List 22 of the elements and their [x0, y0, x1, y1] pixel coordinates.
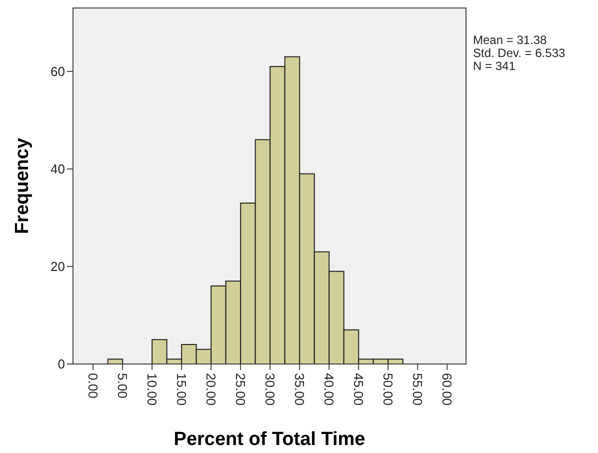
- y-tick-label: 40: [50, 161, 65, 176]
- x-tick-label: 50.00: [380, 373, 396, 406]
- x-axis-title: Percent of Total Time: [174, 429, 366, 450]
- y-axis-title: Frequency: [12, 138, 33, 234]
- y-tick-label: 20: [50, 259, 65, 274]
- x-tick-label: 45.00: [351, 373, 366, 406]
- x-tick-label: 5.00: [115, 373, 130, 398]
- y-tick-label: 0: [58, 356, 65, 372]
- x-tick-label: 40.00: [322, 373, 337, 406]
- x-tick-label: 30.00: [262, 373, 278, 406]
- x-tick-label: 15.00: [174, 373, 190, 406]
- x-tick-label: 25.00: [233, 373, 248, 406]
- x-tick-label: 0.00: [86, 373, 101, 398]
- text: N = 341: [473, 59, 516, 73]
- y-tick-label: 60: [50, 64, 65, 79]
- x-tick-label: 55.00: [410, 373, 426, 406]
- text: Mean = 31.38: [473, 33, 548, 47]
- x-tick-label: 60.00: [440, 373, 455, 406]
- text: Std. Dev. = 6.533: [473, 46, 566, 60]
- x-tick-label: 10.00: [144, 373, 160, 406]
- x-tick-label: 35.00: [292, 373, 308, 406]
- x-tick-label: 20.00: [204, 373, 219, 406]
